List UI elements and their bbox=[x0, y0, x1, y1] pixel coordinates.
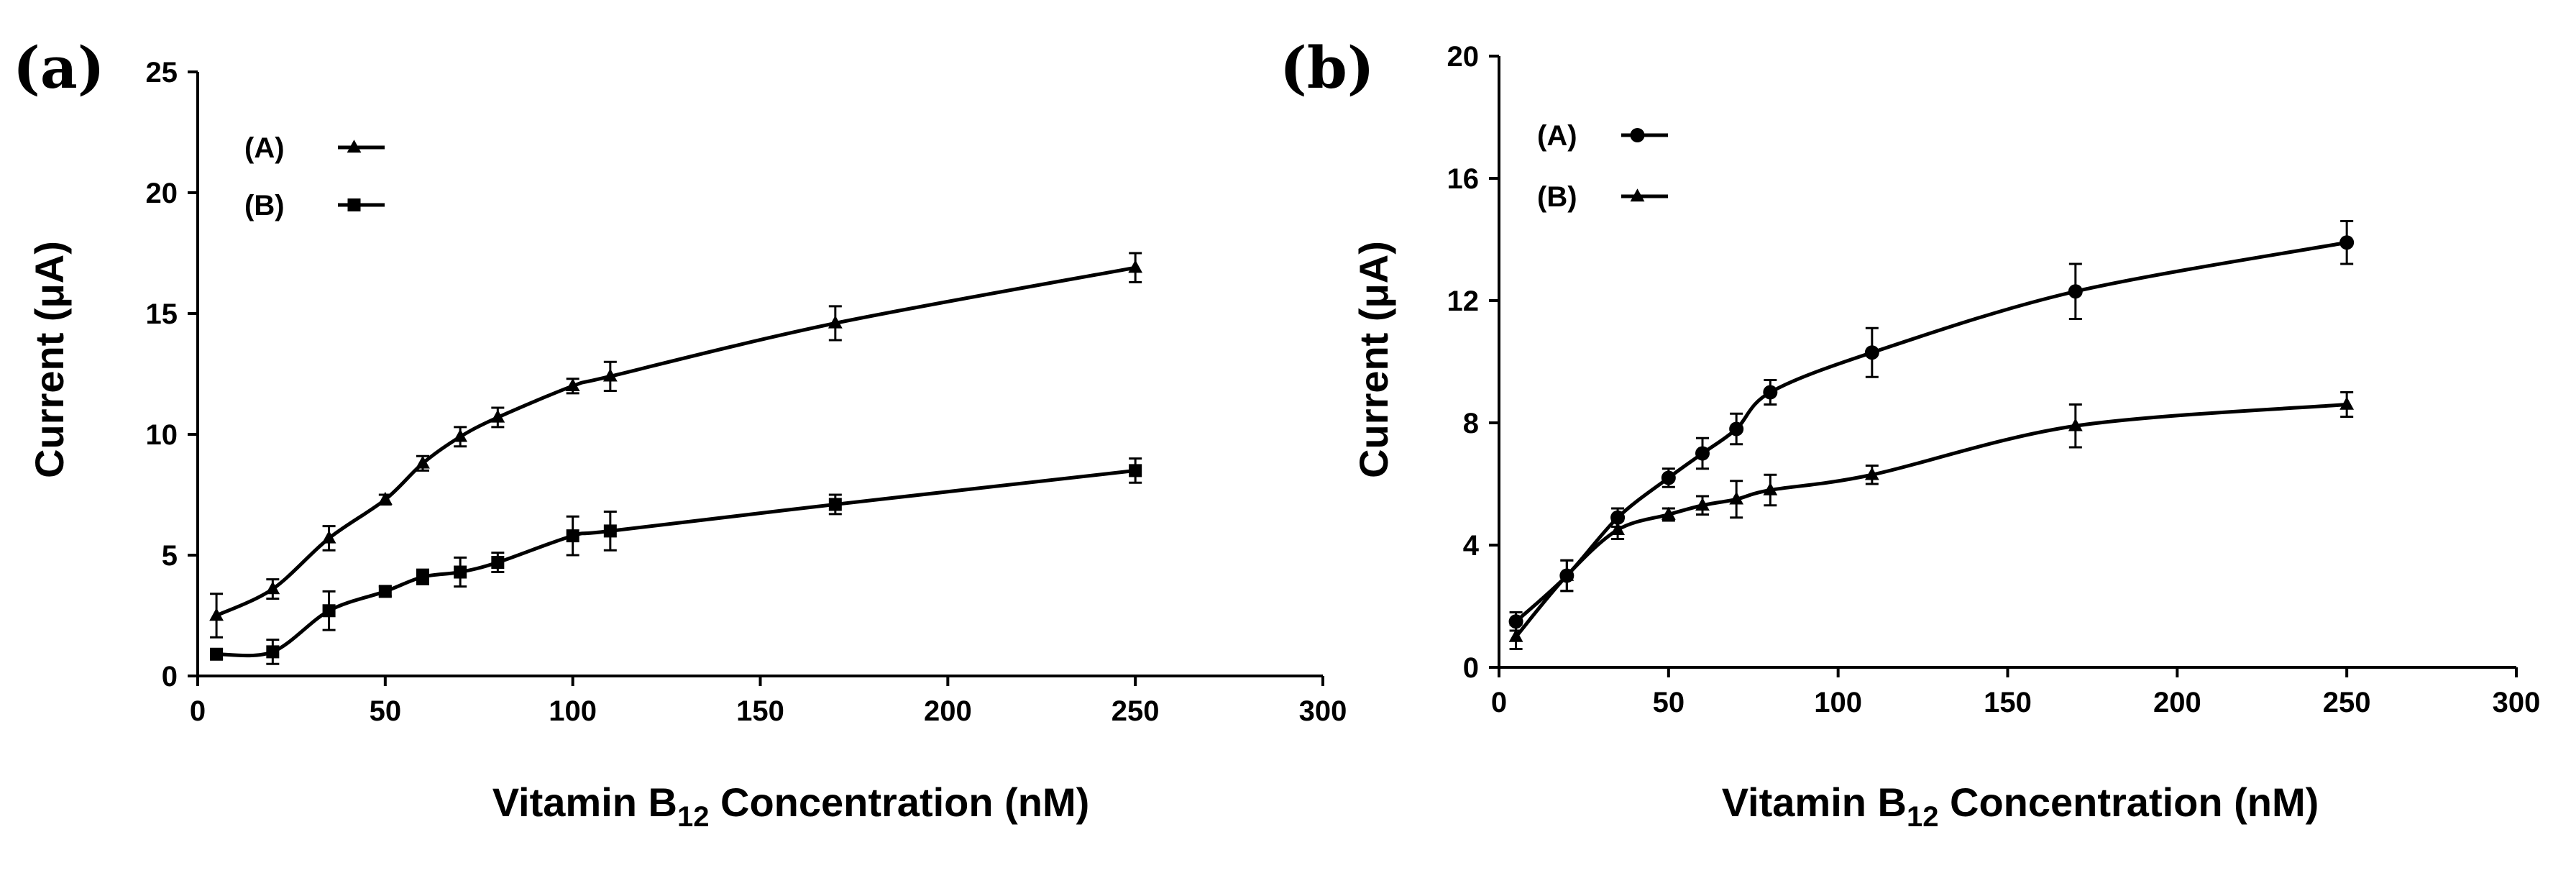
data-point bbox=[377, 491, 393, 505]
series-line bbox=[216, 265, 1136, 618]
data-point bbox=[602, 368, 618, 382]
legend-label: (A) bbox=[244, 132, 285, 164]
legend-marker bbox=[1630, 188, 1645, 202]
data-point bbox=[1508, 629, 1523, 642]
series-b bbox=[210, 457, 1142, 665]
data-point bbox=[1729, 421, 1744, 436]
data-point bbox=[2068, 284, 2083, 299]
data-point bbox=[491, 556, 505, 570]
data-point bbox=[416, 570, 429, 584]
x-tick-label: 250 bbox=[1111, 695, 1160, 727]
y-axis-title: Current (μA) bbox=[27, 241, 72, 478]
x-axis-title-suffix: Concentration (nM) bbox=[1938, 780, 2319, 825]
x-tick-label: 0 bbox=[1491, 687, 1507, 718]
data-point bbox=[1864, 345, 1879, 360]
series-a bbox=[1508, 220, 2355, 632]
y-tick-label: 4 bbox=[1463, 530, 1480, 562]
data-point bbox=[1763, 482, 1778, 495]
legend-marker bbox=[347, 198, 361, 211]
y-tick-label: 0 bbox=[162, 661, 178, 693]
series-a bbox=[209, 252, 1143, 639]
x-axis-title-subscript: 12 bbox=[677, 801, 710, 833]
panel-label-a: (a) bbox=[13, 34, 105, 101]
series-line bbox=[1514, 403, 2347, 639]
x-tick-label: 0 bbox=[190, 695, 206, 727]
x-axis-title-subscript: 12 bbox=[1907, 801, 1939, 833]
y-tick-label: 10 bbox=[146, 419, 178, 451]
series-line bbox=[216, 468, 1136, 658]
y-tick-label: 15 bbox=[146, 298, 178, 330]
data-point bbox=[565, 378, 580, 391]
x-tick-label: 150 bbox=[736, 695, 784, 727]
data-point bbox=[1864, 467, 1879, 480]
data-point bbox=[210, 647, 224, 661]
y-tick-label: 25 bbox=[146, 57, 178, 88]
y-tick-label: 20 bbox=[146, 178, 178, 209]
data-point bbox=[209, 608, 224, 621]
legend-marker bbox=[1630, 128, 1645, 142]
data-point bbox=[416, 455, 430, 469]
data-point bbox=[1128, 260, 1143, 273]
data-point bbox=[1729, 491, 1744, 505]
x-tick-label: 150 bbox=[1984, 687, 2032, 718]
y-tick-label: 20 bbox=[1447, 41, 1480, 73]
legend-label: (B) bbox=[244, 190, 285, 221]
y-tick-label: 12 bbox=[1447, 285, 1480, 317]
data-point bbox=[490, 409, 505, 423]
data-point bbox=[1695, 446, 1710, 461]
x-axis-title: Vitamin B12 Concentration (nM) bbox=[1722, 780, 2319, 833]
y-tick-label: 8 bbox=[1463, 408, 1479, 439]
legend-label: (B) bbox=[1537, 181, 1577, 213]
data-point bbox=[1129, 464, 1142, 477]
y-tick-label: 5 bbox=[162, 540, 178, 572]
data-point bbox=[828, 315, 843, 329]
data-point bbox=[454, 565, 467, 579]
x-tick-label: 250 bbox=[2323, 687, 2371, 718]
y-axis-title: Current (μA) bbox=[1351, 241, 1396, 478]
x-tick-label: 50 bbox=[370, 695, 402, 727]
panel-label-b: (b) bbox=[1280, 34, 1375, 101]
data-point bbox=[1695, 497, 1710, 511]
x-tick-label: 200 bbox=[924, 695, 972, 727]
data-point bbox=[453, 429, 468, 442]
data-point bbox=[266, 645, 280, 659]
y-tick-label: 16 bbox=[1447, 163, 1480, 195]
x-tick-label: 100 bbox=[1814, 687, 1862, 718]
chart-a: 0 50 100 150 200 250 300 0 5 10 15 20 25 Current (μA)… bbox=[27, 57, 1347, 833]
x-tick-label: 100 bbox=[549, 695, 597, 727]
data-point bbox=[603, 524, 617, 538]
chart-b: 0 50 100 150 200 250 300 0 4 8 12 16 20 Current (μA) V… bbox=[1351, 41, 2540, 833]
series-line bbox=[1514, 240, 2347, 623]
y-tick-label: 0 bbox=[1463, 652, 1479, 684]
data-point bbox=[1559, 567, 1575, 581]
data-point bbox=[2339, 235, 2355, 250]
x-tick-label: 300 bbox=[2493, 687, 2541, 718]
x-axis-title-suffix: Concentration (nM) bbox=[709, 780, 1089, 825]
data-point bbox=[2339, 396, 2355, 410]
data-point bbox=[1661, 470, 1676, 485]
x-tick-label: 200 bbox=[2153, 687, 2201, 718]
data-point bbox=[1763, 385, 1778, 400]
data-point bbox=[378, 585, 392, 598]
x-axis-title-prefix: Vitamin B bbox=[1722, 780, 1907, 825]
data-point bbox=[566, 529, 579, 543]
legend-label: (A) bbox=[1537, 120, 1577, 152]
legend-marker bbox=[347, 140, 362, 153]
data-point bbox=[265, 581, 280, 595]
x-axis-title: Vitamin B12 Concentration (nM) bbox=[492, 780, 1090, 833]
data-point bbox=[2068, 418, 2083, 431]
data-point bbox=[322, 604, 336, 618]
data-point bbox=[1661, 506, 1676, 520]
x-tick-label: 50 bbox=[1653, 687, 1685, 718]
series-b bbox=[1508, 391, 2355, 650]
data-point bbox=[1610, 521, 1625, 535]
data-point bbox=[828, 498, 842, 511]
x-tick-label: 300 bbox=[1299, 695, 1347, 727]
x-axis-title-prefix: Vitamin B bbox=[492, 780, 677, 825]
data-point bbox=[321, 530, 336, 544]
